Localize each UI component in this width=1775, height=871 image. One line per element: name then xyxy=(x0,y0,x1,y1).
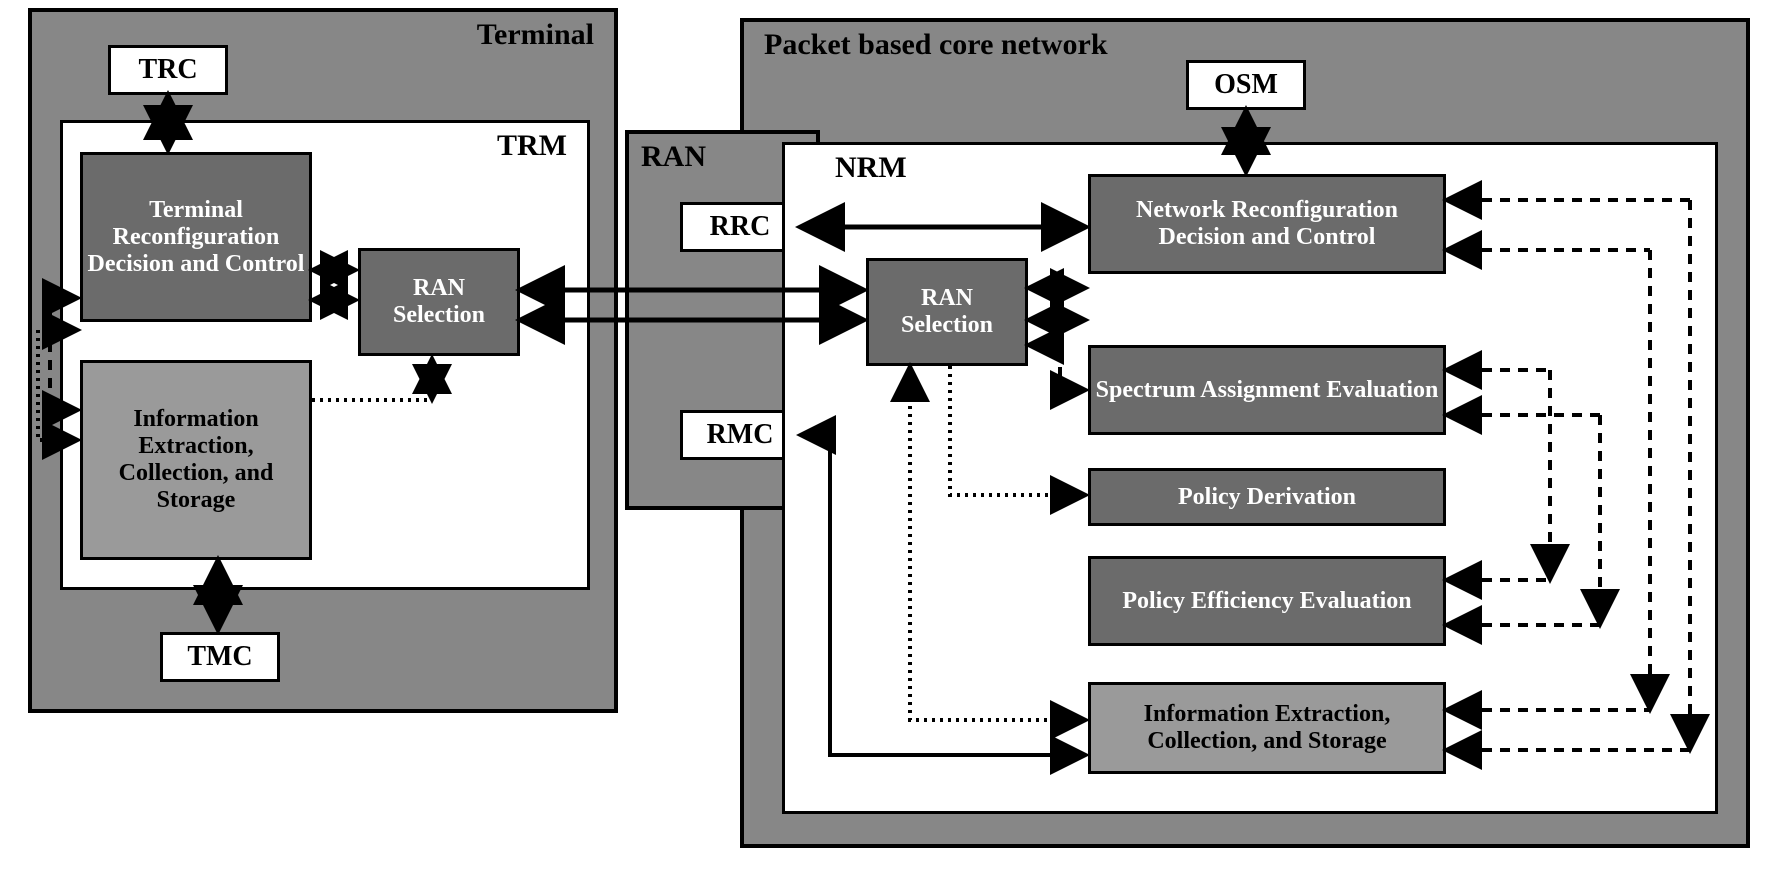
trc-badge: TRC xyxy=(108,45,228,95)
ran-sel-n-label: RAN Selection xyxy=(873,285,1021,339)
tmc-label: TMC xyxy=(187,641,252,673)
sae-box: Spectrum Assignment Evaluation xyxy=(1088,345,1446,435)
iecs-t-label: Information Extraction, Collection, and … xyxy=(87,406,305,514)
iecs-n-box: Information Extraction, Collection, and … xyxy=(1088,682,1446,774)
pcn-title: Packet based core network xyxy=(764,28,1108,62)
ran-sel-t-box: RAN Selection xyxy=(358,248,520,356)
ran-sel-t-label: RAN Selection xyxy=(365,275,513,329)
pee-label: Policy Efficiency Evaluation xyxy=(1122,588,1411,615)
sae-label: Spectrum Assignment Evaluation xyxy=(1096,377,1439,404)
iecs-n-label: Information Extraction, Collection, and … xyxy=(1095,701,1439,755)
ran-sel-n-box: RAN Selection xyxy=(866,258,1028,366)
ran-title: RAN xyxy=(641,140,706,174)
nrm-label: NRM xyxy=(835,151,907,185)
pd-label: Policy Derivation xyxy=(1178,484,1356,511)
nrdc-label: Network Reconfiguration Decision and Con… xyxy=(1095,197,1439,251)
nrdc-box: Network Reconfiguration Decision and Con… xyxy=(1088,174,1446,274)
trdc-label: Terminal Reconfiguration Decision and Co… xyxy=(87,197,305,278)
rmc-label: RMC xyxy=(707,419,774,451)
trc-label: TRC xyxy=(138,54,197,86)
osm-label: OSM xyxy=(1214,69,1278,101)
pd-box: Policy Derivation xyxy=(1088,468,1446,526)
tmc-badge: TMC xyxy=(160,632,280,682)
trm-label: TRM xyxy=(497,129,567,163)
osm-badge: OSM xyxy=(1186,60,1306,110)
pee-box: Policy Efficiency Evaluation xyxy=(1088,556,1446,646)
trdc-box: Terminal Reconfiguration Decision and Co… xyxy=(80,152,312,322)
rrc-label: RRC xyxy=(710,211,771,243)
terminal-title: Terminal xyxy=(477,18,594,52)
iecs-t-box: Information Extraction, Collection, and … xyxy=(80,360,312,560)
